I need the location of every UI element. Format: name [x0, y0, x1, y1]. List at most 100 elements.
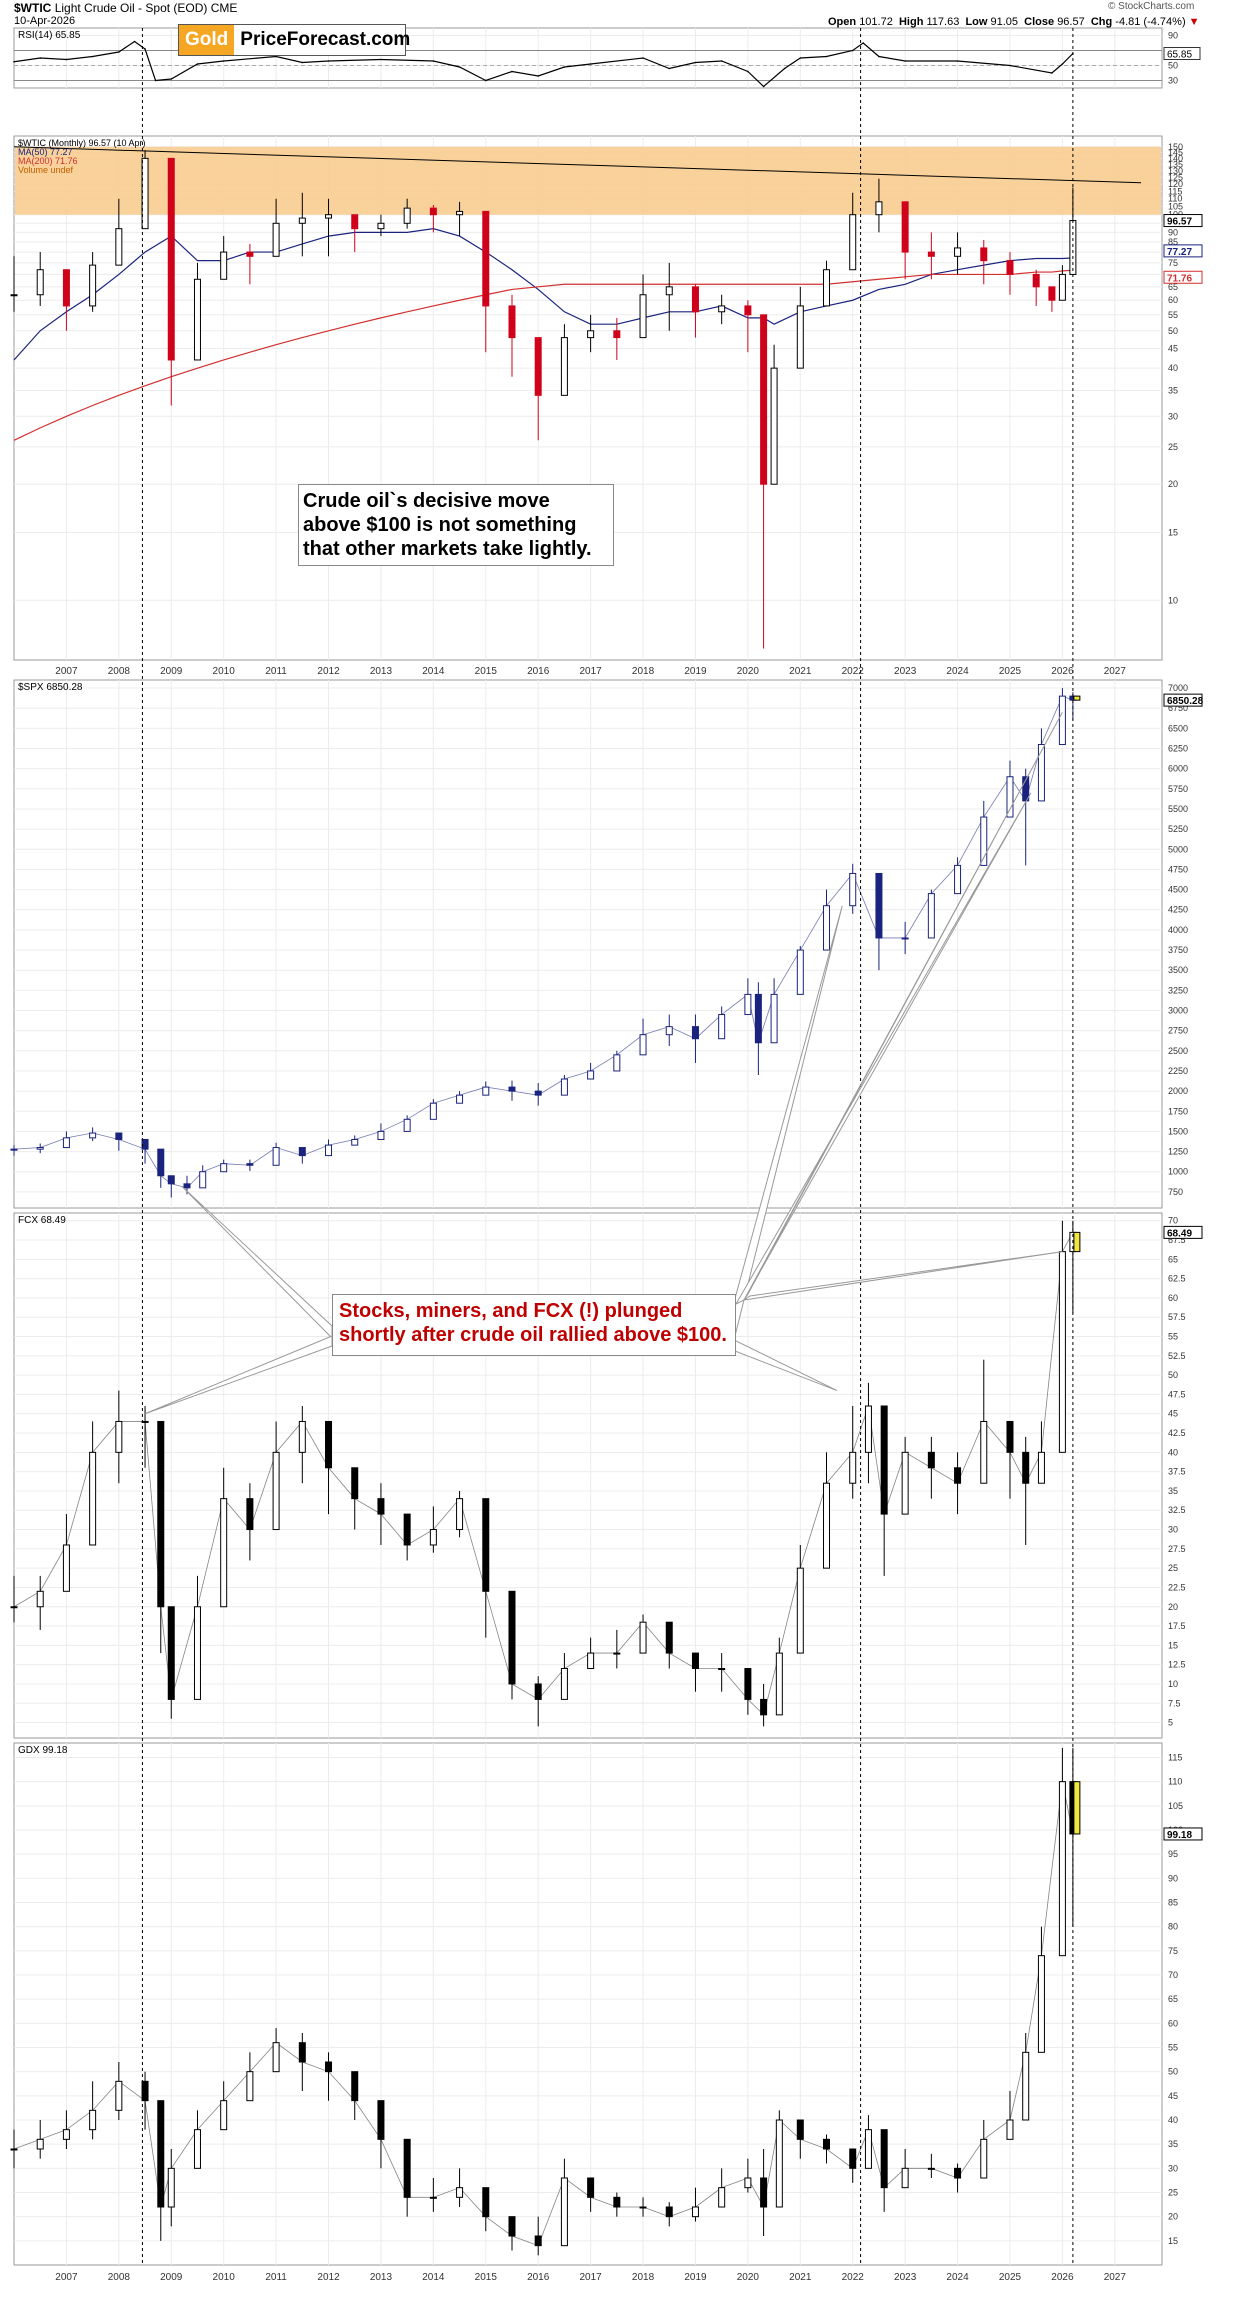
gdx-candle [849, 2148, 857, 2183]
wtic-ytick-label: 145 [1168, 147, 1183, 157]
rsi-point [956, 60, 959, 62]
fcx-candle-body [403, 1513, 411, 1546]
leader-spx-2025 [734, 792, 1032, 1306]
fcx-candle [587, 1637, 595, 1670]
fcx-candle-body [560, 1668, 568, 1700]
gdx-candle-body [718, 2187, 726, 2208]
resistance-trendline [13, 146, 1142, 184]
spx-ytick-label: 3250 [1168, 985, 1188, 995]
wtic-candle-body [954, 247, 962, 257]
gdx-ytick-label: 50 [1168, 2067, 1178, 2077]
rsi-point [878, 55, 880, 58]
rsi-line [13, 40, 1074, 88]
wtic-last-label: 77.27 [1167, 247, 1192, 258]
gdx-candle-body [639, 2206, 647, 2209]
gdx-candle-body [691, 2206, 699, 2218]
spx-ytick-label: 750 [1168, 1187, 1183, 1197]
wtic-ytick-label: 140 [1168, 153, 1183, 163]
gdx-candle [864, 2115, 872, 2169]
fcx-ytick-label: 65 [1168, 1254, 1178, 1264]
wtic-candle [482, 210, 490, 353]
gdx-candle [744, 2158, 752, 2193]
spx-ytick-label: 2500 [1168, 1046, 1188, 1056]
rsi-point [799, 57, 802, 59]
fcx-candle [482, 1498, 490, 1638]
spx-candle-body [157, 1148, 165, 1177]
fcx-candle [508, 1590, 516, 1700]
spx-candle [199, 1165, 207, 1189]
wtic-candle [193, 262, 201, 361]
gdx-candle [10, 2129, 18, 2169]
fcx-candle-body [157, 1420, 165, 1608]
gdx-candle [760, 2149, 768, 2236]
gdx-candle [482, 2187, 490, 2232]
spx-candle [613, 1050, 621, 1072]
wtic-candle-body [796, 305, 804, 369]
ohlc-readout: Open 101.72 High 117.63 Low 91.05 Close … [828, 16, 1200, 28]
gdx-candle-body [927, 2167, 935, 2170]
rsi-point [642, 57, 644, 59]
rsi-point [301, 61, 304, 64]
fcx-candle-body [220, 1498, 228, 1608]
fcx-candle [1058, 1220, 1066, 1453]
spx-candle [1022, 768, 1030, 866]
wtic-x-tick-label: 2027 [1104, 666, 1127, 677]
wtic-candle [167, 157, 175, 406]
gdx-x-tick-label: 2011 [265, 2272, 287, 2283]
wtic-ytick-label: 55 [1168, 310, 1178, 320]
fcx-ytick-label: 60 [1168, 1293, 1178, 1303]
gdx-ytick-label: 85 [1168, 1898, 1178, 1908]
gdx-candle [823, 2134, 831, 2164]
spx-candle-body [377, 1130, 385, 1140]
gdx-candle [1006, 2091, 1014, 2140]
rsi-point [13, 60, 15, 63]
rsi-last-label: 65.85 [1167, 50, 1192, 61]
fcx-candle-body [141, 1420, 149, 1423]
wtic-candle [691, 284, 699, 338]
instrument-title: Light Crude Oil - Spot (EOD) [54, 1, 208, 15]
gdx-candle [377, 2100, 385, 2169]
gdx-candle-body [954, 2167, 962, 2179]
fcx-candle [246, 1483, 254, 1561]
fcx-ytick-label: 7.5 [1168, 1698, 1181, 1708]
gdx-latest-highlight [1073, 1781, 1081, 1835]
spx-ytick-label: 1000 [1168, 1167, 1188, 1177]
wtic-ytick-label: 60 [1168, 295, 1178, 305]
spx-candle [115, 1132, 123, 1151]
spx-candle [351, 1135, 359, 1146]
spx-candle [167, 1175, 175, 1198]
spx-candle [849, 863, 857, 914]
wtic-last-box [1163, 244, 1203, 258]
wtic-candle [403, 198, 411, 229]
wtic-candle-body [770, 367, 778, 485]
fcx-candle [560, 1653, 568, 1700]
gdx-candle-body [377, 2100, 385, 2140]
gdx-candle [718, 2168, 726, 2208]
wtic-ytick-label: 125 [1168, 172, 1183, 182]
gdx-x-tick-label: 2027 [1104, 2272, 1127, 2283]
wtic-candle-body [456, 210, 464, 216]
wtic-ytick-label: 120 [1168, 179, 1183, 189]
rsi-ytick-label: 30 [1168, 76, 1178, 86]
spx-candle [796, 946, 804, 995]
gdx-candle [665, 2202, 673, 2227]
rsi-point [380, 58, 382, 61]
rsi-point [762, 85, 765, 88]
rsi-point [39, 57, 42, 59]
wtic-ytick-label: 130 [1168, 166, 1183, 176]
fcx-ytick-label: 5 [1168, 1718, 1173, 1728]
wtic-x-tick-label: 2007 [55, 666, 78, 677]
fcx-close-line [13, 1232, 1074, 1716]
spx-candle-body [167, 1175, 175, 1185]
spx-candle-body [1022, 776, 1030, 802]
spx-candle [403, 1115, 411, 1132]
wtic-x-tick-label: 2016 [527, 666, 550, 677]
wtic-candle [927, 232, 935, 280]
fcx-candle [456, 1490, 464, 1538]
spx-candle [691, 1014, 699, 1063]
fcx-ytick-label: 67.5 [1168, 1235, 1186, 1245]
fcx-candle [1037, 1421, 1045, 1484]
fcx-candle-body [246, 1498, 254, 1531]
spx-ytick-label: 1250 [1168, 1147, 1188, 1157]
wtic-candle-body [613, 330, 621, 339]
